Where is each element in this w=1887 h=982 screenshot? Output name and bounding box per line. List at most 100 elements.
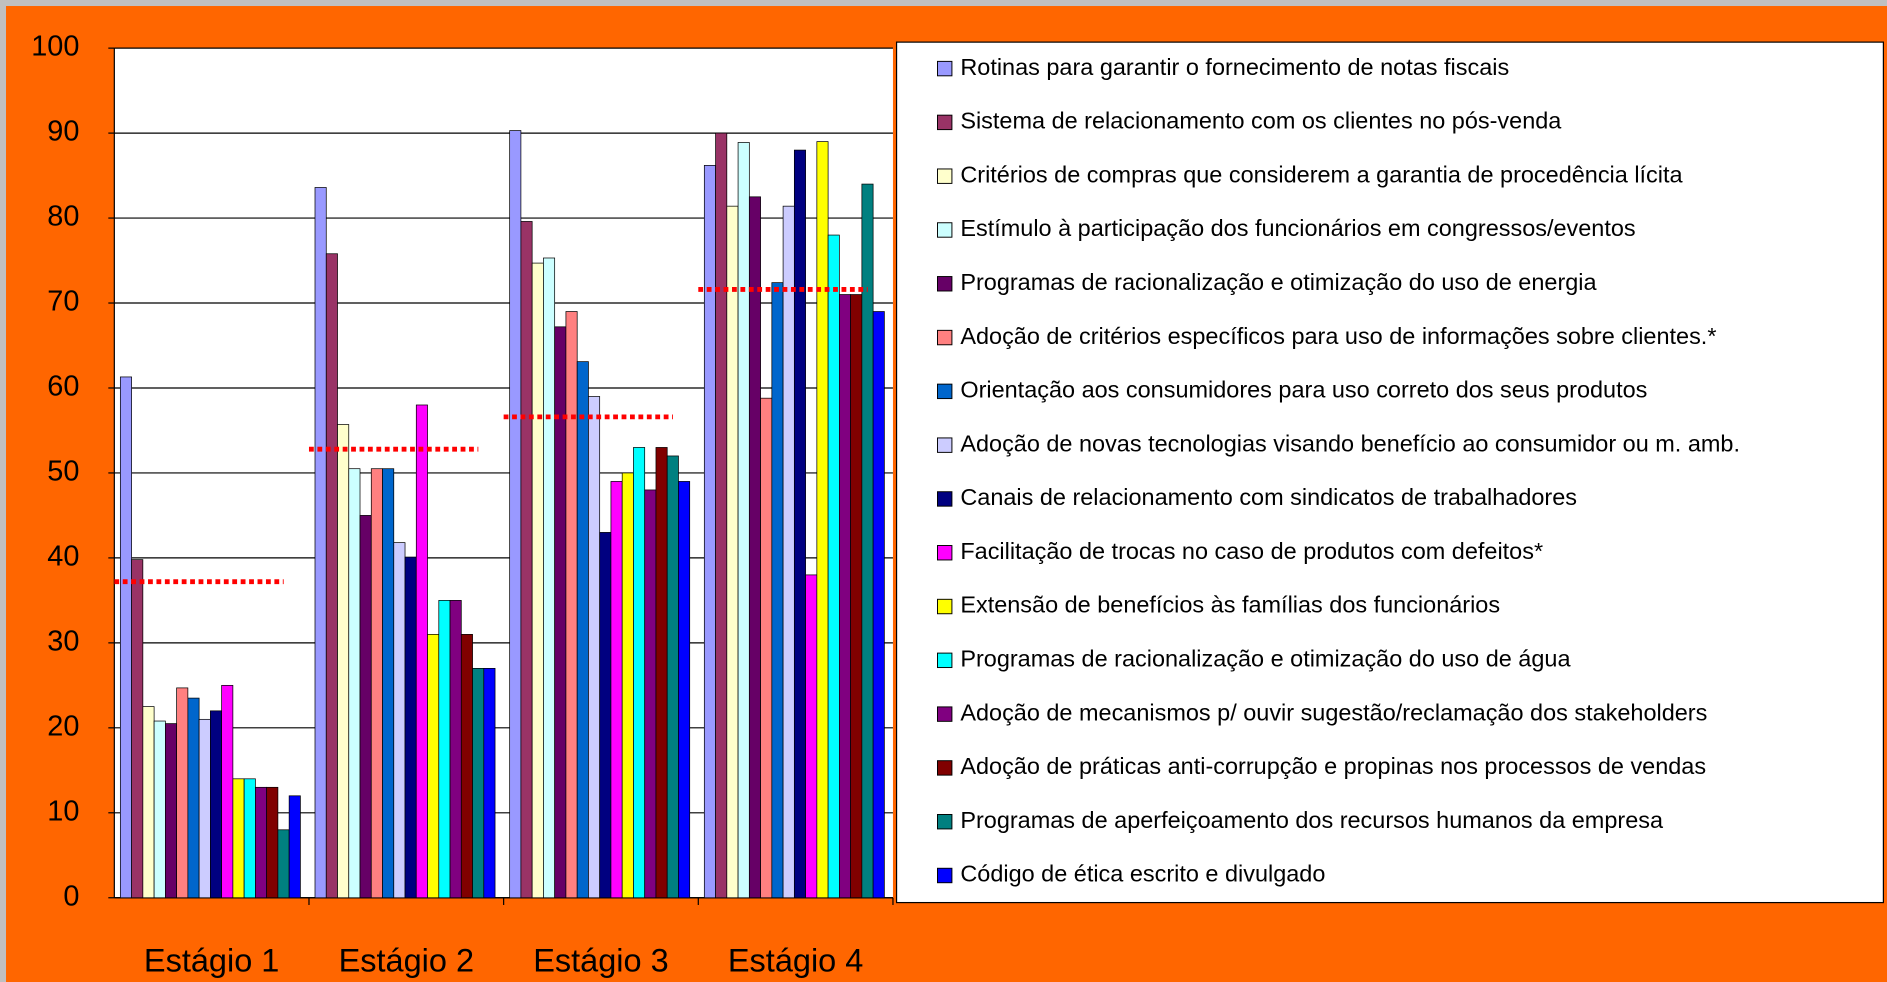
legend-swatch bbox=[937, 706, 953, 722]
bar bbox=[838, 294, 851, 899]
x-tick-label: Estágio 2 bbox=[339, 942, 474, 978]
bar bbox=[176, 687, 189, 899]
bar bbox=[782, 205, 795, 899]
bar bbox=[243, 778, 256, 899]
bar bbox=[427, 634, 440, 899]
legend-swatch bbox=[937, 329, 953, 346]
bar bbox=[370, 468, 383, 899]
bar bbox=[119, 376, 132, 899]
bar bbox=[588, 396, 601, 899]
bar bbox=[715, 132, 728, 899]
legend-swatch bbox=[937, 598, 953, 615]
legend-label: Orientação aos consumidores para uso cor… bbox=[960, 377, 1647, 403]
bar bbox=[748, 196, 761, 899]
legend-swatch bbox=[937, 814, 953, 830]
x-tick-label: Estágio 1 bbox=[144, 942, 279, 978]
bar bbox=[531, 262, 544, 899]
bar bbox=[509, 130, 522, 899]
bar bbox=[255, 786, 268, 899]
bar bbox=[382, 468, 395, 899]
bar bbox=[816, 141, 829, 899]
bar bbox=[827, 234, 840, 899]
bar bbox=[164, 723, 177, 899]
bar bbox=[543, 257, 556, 899]
bar bbox=[737, 142, 750, 899]
bar bbox=[210, 710, 222, 899]
legend-swatch bbox=[937, 652, 953, 669]
bar bbox=[337, 424, 350, 899]
bar bbox=[404, 556, 417, 899]
bar bbox=[483, 668, 496, 899]
bar bbox=[520, 221, 533, 899]
y-tick-label: 50 bbox=[47, 456, 79, 488]
y-tick-label: 80 bbox=[47, 201, 79, 233]
legend-label: Adoção de critérios específicos para uso… bbox=[960, 323, 1716, 349]
legend bbox=[895, 41, 1884, 904]
bar bbox=[359, 515, 372, 899]
bar bbox=[438, 600, 451, 899]
bar bbox=[153, 720, 166, 899]
bar bbox=[554, 326, 567, 899]
bar bbox=[393, 542, 406, 899]
bar bbox=[131, 559, 144, 899]
bar bbox=[872, 311, 885, 899]
bar bbox=[187, 697, 200, 899]
bar bbox=[655, 447, 668, 899]
legend-label: Rotinas para garantir o fornecimento de … bbox=[960, 54, 1509, 80]
bar bbox=[576, 361, 589, 899]
legend-swatch bbox=[937, 491, 953, 507]
bar bbox=[142, 706, 155, 899]
legend-label: Facilitação de trocas no caso de produto… bbox=[960, 538, 1543, 564]
bar bbox=[678, 481, 691, 899]
bar bbox=[348, 468, 361, 899]
bar bbox=[633, 447, 646, 899]
y-tick-label: 60 bbox=[47, 371, 79, 403]
bar bbox=[760, 397, 773, 899]
legend-label: Programas de aperfeiçoamento dos recurso… bbox=[960, 807, 1664, 833]
bar bbox=[314, 187, 327, 899]
bar bbox=[277, 829, 290, 899]
y-tick-label: 30 bbox=[47, 625, 79, 657]
bar bbox=[621, 472, 634, 899]
bar bbox=[449, 600, 462, 899]
bar bbox=[288, 795, 301, 899]
legend-swatch bbox=[937, 222, 953, 238]
legend-swatch bbox=[937, 545, 953, 561]
legend-label: Estímulo à participação dos funcionários… bbox=[960, 215, 1635, 241]
legend-swatch bbox=[937, 276, 953, 292]
legend-label: Adoção de práticas anti-corrupção e prop… bbox=[960, 753, 1706, 779]
y-tick-label: 10 bbox=[47, 795, 79, 827]
legend-swatch bbox=[937, 168, 953, 184]
bar bbox=[266, 786, 279, 899]
y-tick-label: 90 bbox=[47, 116, 79, 148]
legend-label: Canais de relacionamento com sindicatos … bbox=[960, 484, 1577, 510]
legend-label: Sistema de relacionamento com os cliente… bbox=[960, 108, 1562, 134]
legend-swatch bbox=[937, 760, 953, 776]
legend-swatch bbox=[937, 383, 953, 400]
bar bbox=[472, 668, 485, 899]
y-tick-label: 20 bbox=[47, 710, 79, 742]
bar bbox=[666, 455, 679, 899]
bar bbox=[198, 718, 211, 899]
legend-label: Adoção de novas tecnologias visando bene… bbox=[960, 430, 1740, 456]
y-tick-label: 40 bbox=[47, 541, 79, 573]
legend-swatch bbox=[937, 114, 953, 131]
bar bbox=[599, 532, 612, 899]
bar bbox=[793, 149, 806, 899]
y-tick-label: 100 bbox=[31, 31, 79, 63]
legend-swatch bbox=[937, 437, 953, 453]
legend-swatch bbox=[937, 60, 953, 77]
legend-label: Código de ética escrito e divulgado bbox=[960, 861, 1325, 887]
x-tick-label: Estágio 3 bbox=[533, 942, 668, 978]
bar bbox=[703, 165, 716, 899]
legend-swatch bbox=[937, 867, 953, 884]
bar bbox=[726, 205, 739, 899]
y-tick-label: 0 bbox=[63, 880, 79, 912]
bar bbox=[325, 253, 338, 899]
bar bbox=[850, 294, 863, 899]
legend-label: Extensão de benefícios às famílias dos f… bbox=[960, 592, 1500, 618]
legend-label: Programas de racionalização e otimização… bbox=[960, 646, 1571, 672]
bar bbox=[415, 404, 428, 899]
